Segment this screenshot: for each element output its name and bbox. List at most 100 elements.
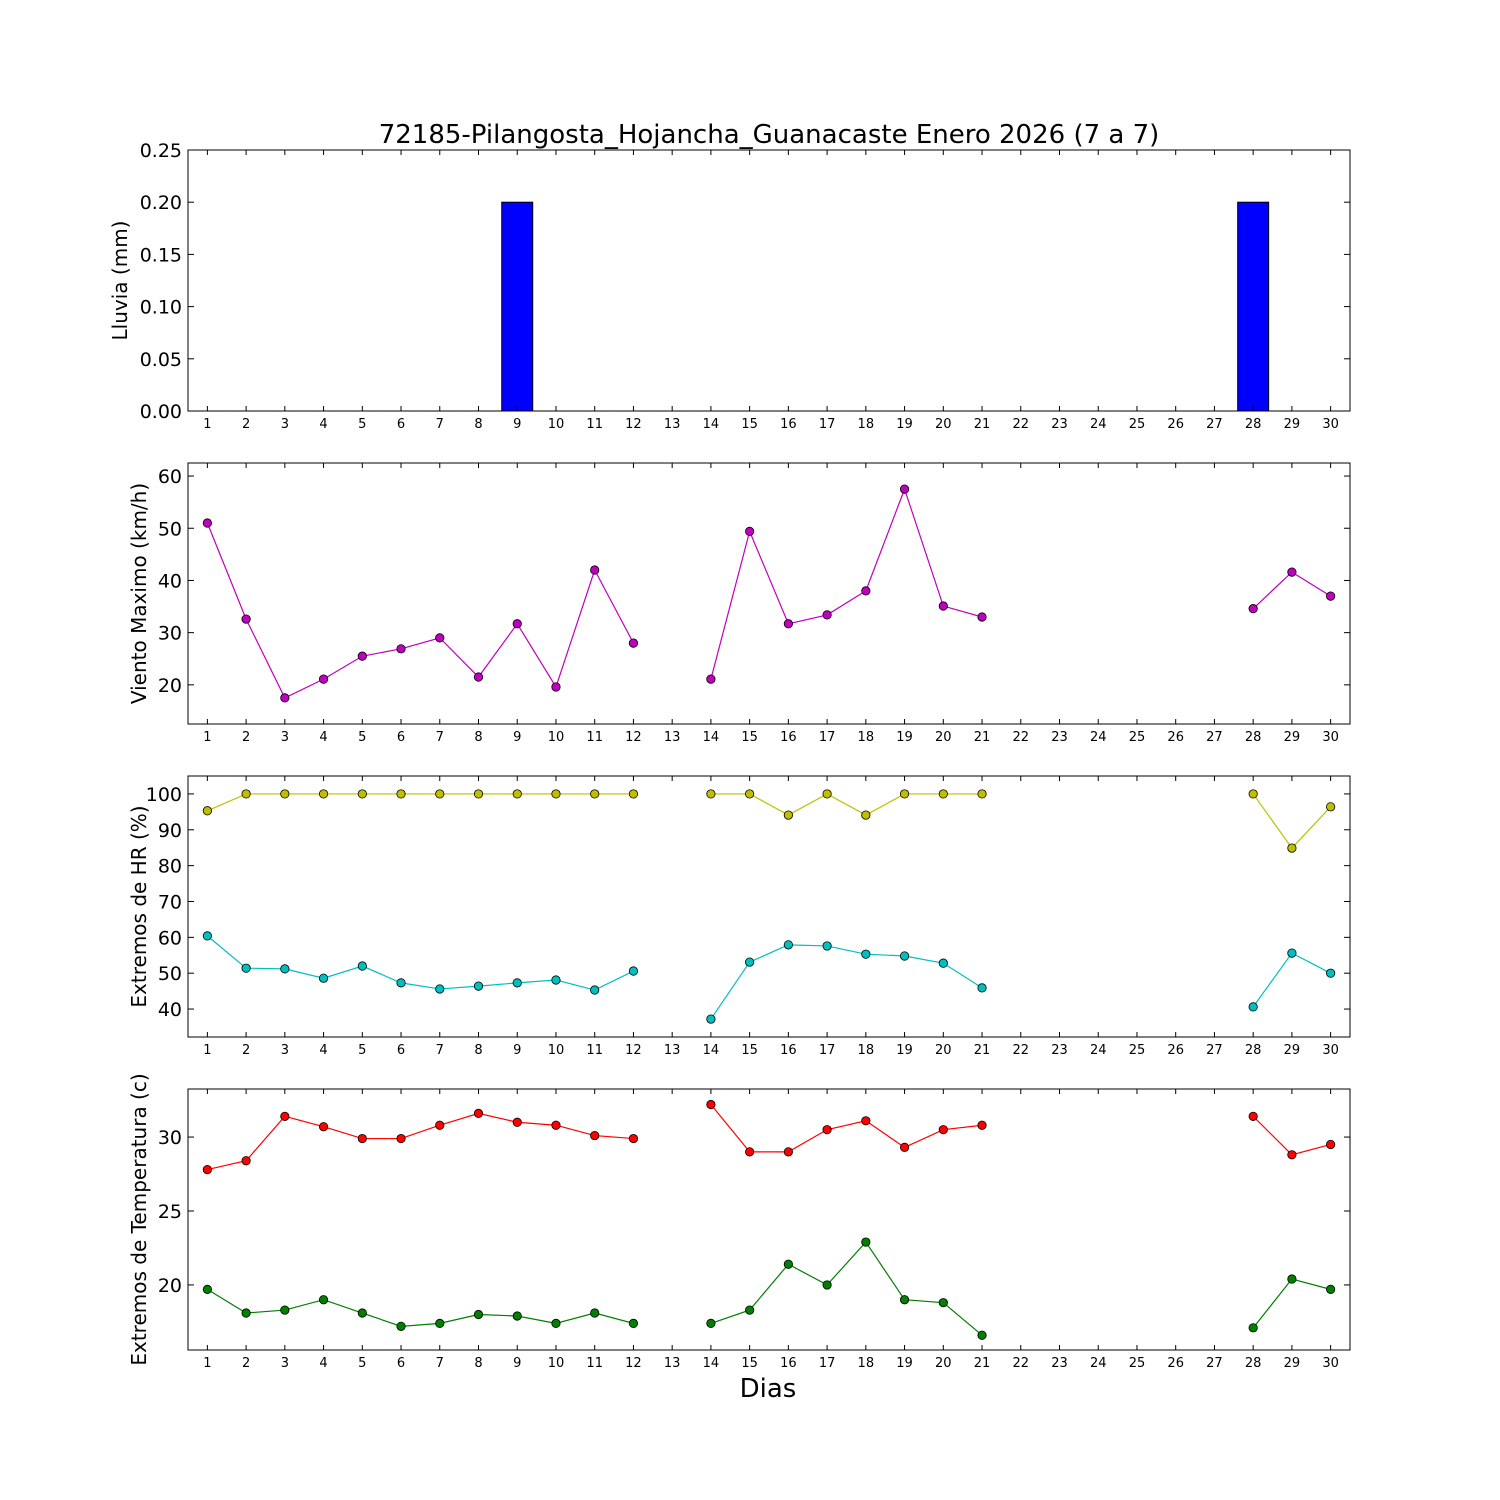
- data-point: [783, 1147, 793, 1157]
- x-tick-label: 17: [819, 417, 836, 432]
- x-tick-label: 21: [974, 417, 991, 432]
- data-point: [861, 1116, 871, 1126]
- x-tick-label: 14: [703, 730, 720, 745]
- data-point: [435, 789, 445, 799]
- data-point: [822, 1280, 832, 1290]
- data-point: [745, 1305, 755, 1315]
- x-tick-label: 4: [319, 1043, 327, 1058]
- x-tick-label: 6: [397, 730, 405, 745]
- data-point: [1248, 1002, 1258, 1012]
- x-tick-label: 15: [741, 730, 758, 745]
- data-point: [1326, 591, 1336, 601]
- data-point: [783, 619, 793, 629]
- data-point: [590, 789, 600, 799]
- data-point: [899, 789, 910, 799]
- data-point: [1326, 1284, 1336, 1294]
- data-point: [396, 1321, 406, 1331]
- x-tick-label: 29: [1284, 1043, 1301, 1058]
- data-point: [1326, 802, 1336, 812]
- data-point: [241, 614, 251, 624]
- x-tick-label: 22: [1012, 1356, 1029, 1371]
- x-tick-label: 9: [513, 1356, 521, 1371]
- x-tick-label: 20: [935, 417, 952, 432]
- series-line: [710, 487, 983, 680]
- x-tick-label: 6: [397, 417, 405, 432]
- data-point: [280, 1305, 290, 1315]
- data-point: [628, 966, 639, 976]
- data-point: [357, 1133, 367, 1144]
- x-tick-label: 2: [242, 417, 250, 432]
- data-point: [938, 958, 948, 968]
- series-line: [1252, 1278, 1331, 1329]
- x-tick-label: 20: [935, 1043, 952, 1058]
- x-tick-label: 13: [664, 1043, 681, 1058]
- x-tick-label: 22: [1012, 730, 1029, 745]
- series-line: [710, 1104, 983, 1153]
- x-tick-label: 17: [819, 1043, 836, 1058]
- data-point: [706, 1099, 716, 1110]
- data-point: [783, 810, 793, 820]
- data-point: [202, 931, 212, 941]
- y-tick-label: 0.10: [140, 297, 182, 319]
- x-tick-label: 24: [1090, 1043, 1107, 1058]
- data-point: [1287, 843, 1297, 853]
- data-point: [396, 644, 406, 654]
- data-point: [899, 1295, 910, 1305]
- data-point: [938, 1125, 948, 1135]
- data-point: [396, 1133, 406, 1144]
- x-tick-label: 5: [358, 1356, 366, 1371]
- x-tick-label: 3: [281, 1356, 289, 1371]
- x-tick-label: 10: [548, 1043, 565, 1058]
- data-point: [473, 789, 484, 799]
- x-tick-label: 26: [1167, 1356, 1184, 1371]
- y-tick-label: 60: [158, 927, 182, 949]
- x-tick-label: 5: [358, 1043, 366, 1058]
- data-point: [280, 693, 290, 703]
- x-tick-label: 16: [780, 730, 797, 745]
- x-tick-label: 27: [1206, 1356, 1223, 1371]
- data-point: [938, 1298, 948, 1308]
- x-tick-label: 5: [358, 730, 366, 745]
- x-tick-label: 12: [625, 417, 642, 432]
- y-tick-label: 40: [158, 999, 182, 1021]
- data-point: [899, 484, 910, 494]
- x-tick-label: 9: [513, 1043, 521, 1058]
- series-line: [206, 522, 634, 699]
- panel-0: 0.000.050.100.150.200.251 2 3 4 5 6 7 8 9 10 11 12 1…: [108, 140, 1351, 432]
- x-tick-label: 25: [1129, 1356, 1146, 1371]
- data-point: [241, 1156, 251, 1166]
- x-tick-label: 6: [397, 1356, 405, 1371]
- x-tick-label: 24: [1090, 730, 1107, 745]
- x-tick-label: 8: [474, 417, 482, 432]
- x-tick-label: 17: [819, 1356, 836, 1371]
- data-point: [745, 957, 755, 967]
- axes-frame: [187, 775, 1351, 1038]
- data-point: [861, 949, 871, 959]
- x-tick-label: 16: [780, 417, 797, 432]
- data-point: [706, 1318, 716, 1328]
- data-point: [745, 789, 755, 799]
- data-point: [822, 941, 832, 951]
- x-tick-label: 20: [935, 730, 952, 745]
- data-point: [977, 1120, 987, 1130]
- data-point: [357, 961, 367, 971]
- x-tick-label: 24: [1090, 1356, 1107, 1371]
- x-tick-label: 26: [1167, 417, 1184, 432]
- x-tick-label: 30: [1322, 417, 1339, 432]
- x-tick-label: 15: [741, 417, 758, 432]
- x-tick-label: 14: [703, 417, 720, 432]
- series-line: [1252, 952, 1331, 1008]
- y-tick-label: 25: [158, 1201, 182, 1223]
- x-tick-label: 21: [974, 730, 991, 745]
- x-axis-label: Dias: [740, 1374, 797, 1404]
- x-tick-label: 20: [935, 1356, 952, 1371]
- data-point: [590, 1308, 600, 1318]
- x-tick-label: 16: [780, 1043, 797, 1058]
- x-tick-label: 30: [1322, 1043, 1339, 1058]
- data-point: [473, 981, 484, 991]
- x-tick-label: 29: [1284, 1356, 1301, 1371]
- y-tick-label: 40: [158, 570, 182, 592]
- data-point: [202, 806, 212, 816]
